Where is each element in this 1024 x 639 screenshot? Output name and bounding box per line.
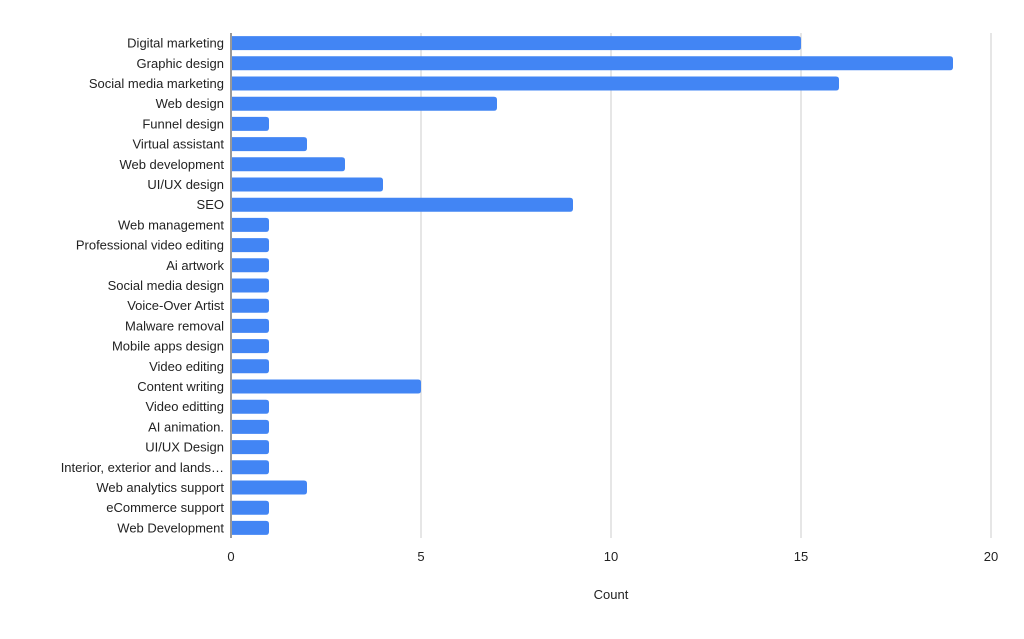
category-label: Voice-Over Artist xyxy=(127,298,224,313)
x-axis-title: Count xyxy=(594,587,629,602)
bar xyxy=(232,197,573,212)
bar xyxy=(232,116,269,131)
bar xyxy=(232,137,307,152)
category-label: Malware removal xyxy=(125,318,224,333)
category-label: Web analytics support xyxy=(96,480,224,495)
bar xyxy=(232,318,269,333)
bar xyxy=(232,359,269,374)
category-label: Mobile apps design xyxy=(112,339,224,354)
category-label: Video editing xyxy=(149,359,224,374)
bar xyxy=(232,520,269,535)
category-label: eCommerce support xyxy=(106,500,224,515)
bar xyxy=(232,500,269,515)
bar xyxy=(232,76,839,91)
bar xyxy=(232,258,269,273)
bar xyxy=(232,96,497,111)
category-label: UI/UX Design xyxy=(145,440,224,455)
category-label: Virtual assistant xyxy=(132,137,224,152)
category-label: Web design xyxy=(156,96,224,111)
bar xyxy=(232,36,801,51)
category-label: SEO xyxy=(197,197,224,212)
category-labels: Digital marketing Graphic design Social me… xyxy=(61,36,225,536)
x-tick-label: 20 xyxy=(984,549,998,564)
bar xyxy=(232,278,269,293)
category-label: Professional video editing xyxy=(76,238,224,253)
bar xyxy=(232,460,269,475)
bar xyxy=(232,379,421,394)
bar xyxy=(232,177,383,192)
category-label: Interior, exterior and lands… xyxy=(61,460,224,475)
bar xyxy=(232,480,307,495)
bar xyxy=(232,157,345,172)
category-label: Content writing xyxy=(137,379,224,394)
bar xyxy=(232,399,269,414)
category-label: Web management xyxy=(118,217,224,232)
bar xyxy=(232,419,269,434)
x-tick-label: 0 xyxy=(227,549,234,564)
x-tick-labels: 0 5 10 15 20 xyxy=(227,549,998,564)
bar xyxy=(232,339,269,354)
bar xyxy=(232,440,269,455)
category-label: AI animation. xyxy=(148,419,224,434)
category-label: UI/UX design xyxy=(147,177,224,192)
bar xyxy=(232,217,269,232)
gridlines xyxy=(420,33,992,538)
bars xyxy=(232,36,953,535)
bar xyxy=(232,238,269,253)
category-label: Graphic design xyxy=(137,56,224,71)
category-label: Video editting xyxy=(145,399,224,414)
category-label: Social media marketing xyxy=(89,76,224,91)
category-label: Web Development xyxy=(117,520,224,535)
bar xyxy=(232,56,953,71)
x-tick-label: 10 xyxy=(604,549,618,564)
x-tick-label: 15 xyxy=(794,549,808,564)
category-label: Funnel design xyxy=(142,116,224,131)
category-label: Ai artwork xyxy=(166,258,224,273)
category-label: Web development xyxy=(119,157,224,172)
x-tick-label: 5 xyxy=(417,549,424,564)
category-label: Digital marketing xyxy=(127,36,224,51)
bar xyxy=(232,298,269,313)
category-label: Social media design xyxy=(108,278,224,293)
